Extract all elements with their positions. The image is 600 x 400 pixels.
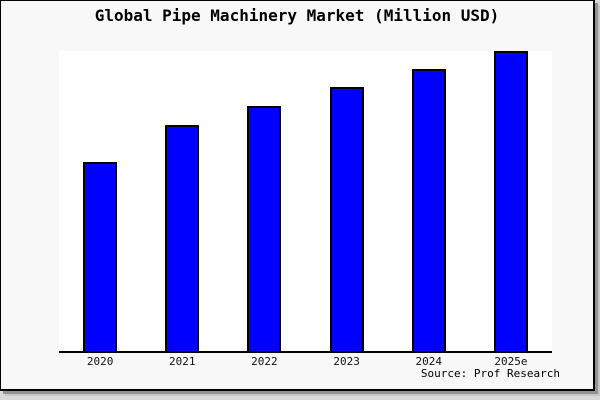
bar-slot-2025e [470,51,552,351]
bar-slot-2022 [223,51,305,351]
bar-2025e [493,51,528,351]
x-axis-label-2020: 2020 [86,355,114,368]
bar-2021 [165,125,200,351]
bar-2023 [329,87,364,351]
x-axis-label-2021: 2021 [169,355,196,368]
bar-2022 [247,106,282,351]
bar-2024 [411,69,446,351]
plot-area [59,51,552,353]
source-credit: Source: Prof Research [420,367,560,380]
x-axis-labels: 2020 2021 2022 2023 2024 2025e [59,355,552,368]
bar-slot-2020 [59,51,141,351]
x-axis-label-2022: 2022 [251,355,278,368]
x-axis-label-2023: 2023 [333,355,360,368]
x-axis-label-2025e: 2025e [494,355,528,368]
bar-slot-2023 [306,51,388,351]
chart-title: Global Pipe Machinery Market (Million US… [94,6,500,25]
bar-slot-2021 [141,51,223,351]
bar-slot-2024 [388,51,470,351]
chart-card: Global Pipe Machinery Market (Million US… [0,0,595,391]
x-axis-label-2024: 2024 [415,355,443,368]
bar-2020 [83,162,118,351]
